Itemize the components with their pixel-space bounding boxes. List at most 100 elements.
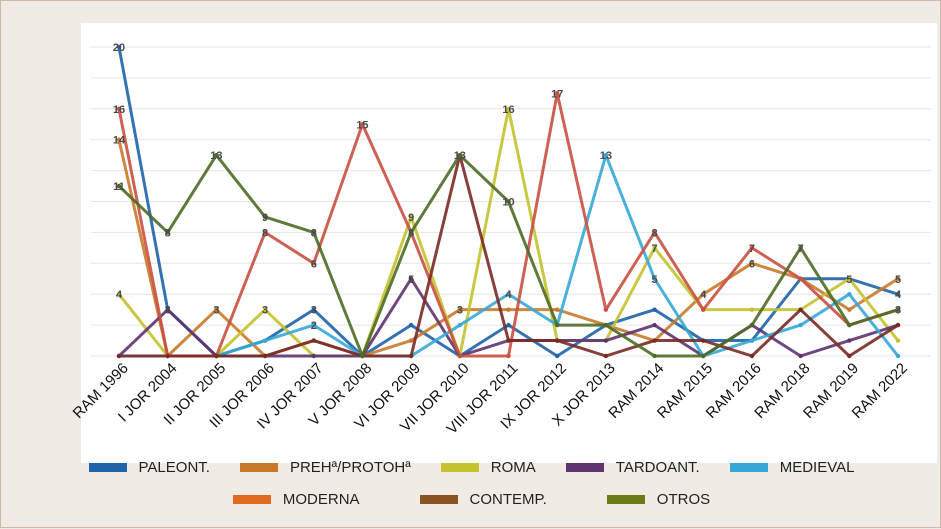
data-point <box>116 106 122 112</box>
data-point <box>457 322 463 328</box>
data-point <box>847 353 852 359</box>
data-label: 4 <box>116 289 123 301</box>
legend-item-paleont: PALEONT. <box>88 459 210 476</box>
data-point <box>652 307 657 312</box>
legend-swatch-prehistoria <box>239 463 278 472</box>
legend-item-roma: ROMA <box>440 459 536 476</box>
data-point <box>311 230 316 235</box>
data-label: 3 <box>311 305 317 317</box>
series-line-moderna <box>117 91 900 358</box>
data-point <box>165 307 170 312</box>
data-point <box>360 122 365 127</box>
data-point <box>554 338 560 343</box>
data-point <box>506 338 511 343</box>
data-point <box>749 245 755 251</box>
data-label: 5 <box>895 274 901 286</box>
data-point <box>652 276 657 281</box>
data-point <box>798 307 803 312</box>
legend-row-2: MODERNA CONTEMP. OTROS <box>1 491 941 508</box>
data-label: 13 <box>600 150 612 162</box>
legend-label-medieval: MEDIEVAL <box>779 459 855 476</box>
data-label: 3 <box>213 305 219 317</box>
data-label: 7 <box>652 243 658 255</box>
legend-item-tardoant: TARDOANT. <box>565 459 700 476</box>
legend-label-moderna: MODERNA <box>282 491 360 508</box>
data-point <box>165 353 170 359</box>
legend-label-contemp: CONTEMP. <box>469 491 547 508</box>
data-point <box>798 245 803 251</box>
data-point <box>798 276 803 281</box>
data-point <box>798 353 803 359</box>
data-label: 3 <box>165 305 171 317</box>
data-point <box>603 322 609 328</box>
legend-label-paleont: PALEONT. <box>138 459 210 476</box>
legend-item-prehistoria: PREHª/PROTOHª <box>239 459 411 476</box>
data-point <box>701 353 706 359</box>
legend-item-contemp: CONTEMP. <box>419 491 547 508</box>
legend-swatch-roma <box>440 463 479 472</box>
data-label: 13 <box>210 150 222 162</box>
data-label: 7 <box>798 243 804 255</box>
legend-item-moderna: MODERNA <box>232 491 360 508</box>
data-point <box>895 353 901 359</box>
data-point <box>554 353 560 359</box>
data-label: 16 <box>502 104 514 116</box>
data-point <box>214 307 219 312</box>
data-point <box>603 338 609 343</box>
data-point <box>116 292 122 297</box>
data-label: 8 <box>262 227 268 239</box>
data-label: 4 <box>895 289 902 301</box>
data-label: 3 <box>457 305 463 317</box>
data-label: 14 <box>113 135 126 147</box>
data-label: 3 <box>895 305 901 317</box>
data-point <box>311 261 316 266</box>
data-point <box>262 307 268 312</box>
data-point <box>895 276 901 281</box>
data-point <box>895 338 901 343</box>
data-label: 8 <box>165 227 171 239</box>
data-point <box>847 338 852 343</box>
data-label: 4 <box>700 289 707 301</box>
legend-swatch-paleont <box>88 463 127 472</box>
legend-label-roma: ROMA <box>490 459 536 476</box>
data-point <box>847 276 852 281</box>
data-label: 11 <box>113 181 125 193</box>
data-point <box>895 307 901 312</box>
data-label: 10 <box>502 197 514 209</box>
legend-label-prehistoria: PREHª/PROTOHª <box>289 459 411 476</box>
data-point <box>847 292 852 297</box>
data-point <box>701 338 706 343</box>
data-point <box>214 152 219 158</box>
data-label: 20 <box>113 42 125 54</box>
data-point <box>554 307 560 312</box>
data-point <box>457 152 463 158</box>
data-point <box>408 322 414 328</box>
data-point <box>701 307 706 312</box>
data-point <box>311 338 316 343</box>
data-point <box>116 353 122 359</box>
data-point <box>506 199 511 204</box>
data-point <box>506 307 511 312</box>
data-point <box>262 230 268 235</box>
data-point <box>408 214 414 220</box>
data-point <box>262 338 268 343</box>
data-point <box>749 338 755 343</box>
legend-label-otros: OTROS <box>656 491 711 508</box>
data-point <box>311 307 316 312</box>
data-label: 8 <box>311 227 317 239</box>
data-label: 8 <box>652 227 658 239</box>
data-point <box>847 322 852 328</box>
data-point <box>262 353 268 359</box>
data-point <box>603 152 609 158</box>
data-point <box>652 230 657 235</box>
data-point <box>652 338 657 343</box>
data-point <box>116 44 122 50</box>
legend-swatch-moderna <box>232 495 271 504</box>
data-point <box>116 183 122 189</box>
data-point <box>408 353 414 359</box>
legend-swatch-medieval <box>729 463 768 472</box>
data-point <box>116 137 122 142</box>
data-point <box>214 353 219 359</box>
